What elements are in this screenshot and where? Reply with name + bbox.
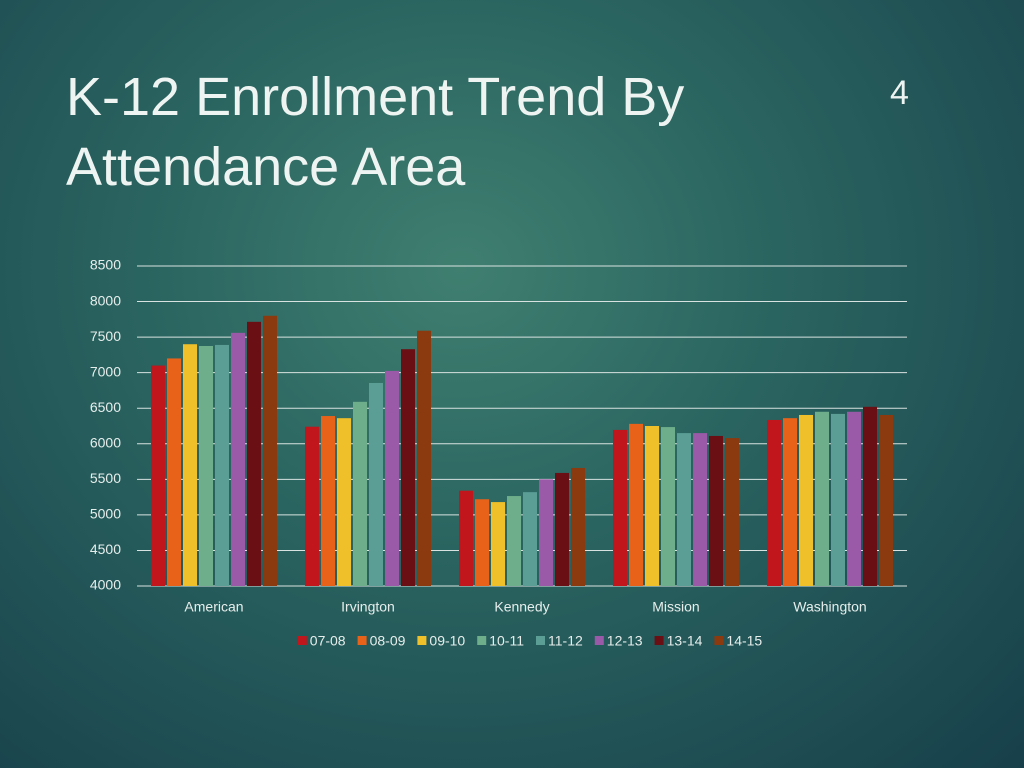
legend-label: 14-15 [726, 633, 762, 649]
bar [167, 358, 181, 586]
bar [183, 344, 197, 586]
bar [491, 502, 505, 586]
bar [767, 419, 781, 586]
bar [799, 414, 813, 586]
slide-title: K-12 Enrollment Trend By Attendance Area [66, 67, 685, 197]
legend-swatch [594, 636, 604, 645]
bar [215, 344, 229, 586]
legend-label: 10-11 [489, 633, 524, 649]
bar [539, 479, 553, 586]
bar [199, 346, 213, 586]
legend-swatch [477, 636, 487, 645]
bar [863, 406, 877, 586]
legend-label: 07-08 [310, 633, 346, 649]
y-tick-label: 6500 [90, 399, 121, 415]
legend-label: 08-09 [370, 633, 406, 649]
y-tick-label: 7500 [90, 328, 121, 344]
legend-label: 12-13 [607, 633, 643, 649]
y-tick-label: 8000 [90, 292, 121, 308]
bar [385, 370, 399, 586]
bar [613, 429, 627, 586]
legend-swatch [417, 636, 427, 645]
bar [459, 490, 473, 586]
y-tick-label: 5500 [90, 470, 121, 486]
bar [815, 411, 829, 586]
bar [709, 435, 723, 586]
bar [645, 426, 659, 586]
bar [263, 315, 277, 586]
legend-label: 09-10 [429, 633, 465, 649]
bar [523, 492, 537, 586]
bar [401, 349, 415, 586]
bar [247, 321, 261, 586]
bar [555, 472, 569, 586]
x-tick-label: Washington [793, 599, 866, 615]
slide-number: 4 [890, 74, 909, 112]
bar [417, 330, 431, 586]
bar [369, 382, 383, 586]
bar [783, 418, 797, 586]
bar [629, 423, 643, 586]
y-tick-label: 4500 [90, 541, 121, 557]
x-tick-label: American [184, 599, 243, 615]
bar [847, 411, 861, 586]
x-tick-label: Mission [652, 599, 699, 615]
x-tick-label: Irvington [341, 599, 395, 615]
bar [231, 332, 245, 586]
bar [321, 416, 335, 586]
y-tick-label: 5000 [90, 506, 121, 522]
bar [151, 365, 165, 586]
legend-swatch [297, 636, 307, 645]
bar [353, 401, 367, 586]
legend-swatch [654, 636, 664, 645]
legend-label: 11-12 [548, 633, 583, 649]
y-tick-label: 8500 [90, 257, 121, 273]
y-tick-label: 4000 [90, 577, 121, 593]
bar [475, 499, 489, 586]
bar [661, 427, 675, 586]
x-tick-label: Kennedy [494, 599, 549, 615]
legend-swatch [714, 636, 724, 645]
bar [305, 426, 319, 586]
bar [725, 438, 739, 586]
y-tick-label: 6000 [90, 434, 121, 450]
bar [879, 414, 893, 586]
legend-label: 13-14 [667, 633, 703, 649]
legend-swatch [357, 636, 367, 645]
bar [677, 433, 691, 586]
legend-swatch [536, 636, 545, 645]
bar [831, 413, 845, 586]
bar [693, 433, 707, 586]
bar [571, 467, 585, 586]
y-tick-label: 7000 [90, 363, 121, 379]
bar [507, 496, 521, 586]
bar [337, 418, 351, 586]
